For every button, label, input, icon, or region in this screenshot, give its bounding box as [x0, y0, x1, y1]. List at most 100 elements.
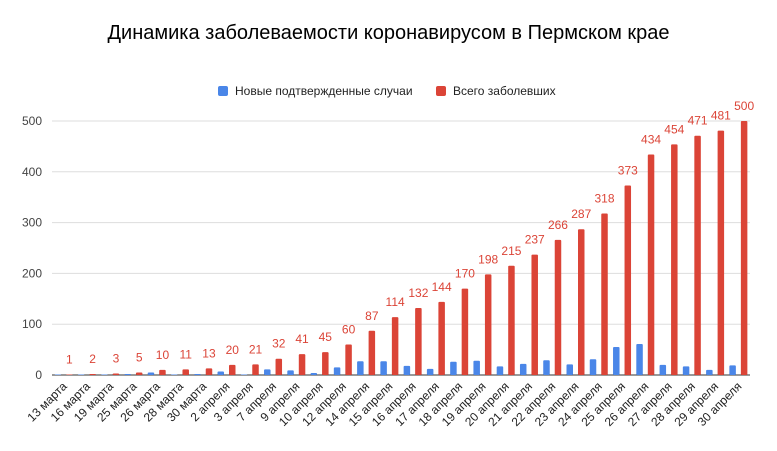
- data-label-total-cases: 198: [478, 252, 498, 266]
- bar-new-cases: [380, 361, 387, 375]
- data-label-total-cases: 215: [501, 244, 521, 258]
- bar-total-cases: [322, 352, 329, 375]
- bar-total-cases: [508, 265, 515, 375]
- data-label-total-cases: 1: [66, 352, 73, 366]
- bar-new-cases: [170, 374, 178, 375]
- y-tick-label: 200: [22, 266, 42, 280]
- bar-total-cases: [554, 239, 562, 375]
- data-label-total-cases: 318: [595, 191, 615, 205]
- bar-total-cases: [647, 154, 655, 375]
- bar-new-cases: [543, 360, 550, 375]
- bar-new-cases: [54, 374, 62, 375]
- bar-new-cases: [706, 369, 713, 375]
- bar-new-cases: [473, 360, 480, 375]
- legend-label-new-cases: Новые подтвержденные случаи: [235, 84, 413, 98]
- bar-total-cases: [205, 368, 213, 375]
- bar-new-cases: [194, 373, 201, 375]
- bar-new-cases: [287, 370, 294, 375]
- bar-total-cases: [298, 354, 306, 375]
- bar-total-cases: [182, 369, 189, 375]
- y-tick-label: 100: [22, 317, 42, 331]
- bar-new-cases: [682, 366, 690, 375]
- bar-new-cases: [101, 374, 108, 375]
- bar-total-cases: [438, 301, 445, 375]
- bar-new-cases: [357, 361, 364, 375]
- bar-total-cases: [531, 254, 538, 375]
- bar-new-cases: [264, 369, 271, 375]
- bar-total-cases: [484, 274, 492, 375]
- bar-new-cases: [659, 364, 667, 375]
- bar-total-cases: [578, 229, 585, 375]
- legend-item-new-cases: Новые подтвержденные случаи: [218, 84, 413, 98]
- data-label-total-cases: 471: [688, 114, 708, 128]
- bar-new-cases: [636, 344, 643, 375]
- data-label-total-cases: 2: [89, 352, 96, 366]
- data-label-total-cases: 13: [202, 346, 216, 360]
- data-label-total-cases: 32: [272, 337, 286, 351]
- data-label-total-cases: 132: [408, 286, 428, 300]
- bar-new-cases: [729, 365, 736, 375]
- data-label-total-cases: 114: [386, 295, 405, 309]
- bar-total-cases: [694, 135, 701, 375]
- bar-new-cases: [147, 372, 155, 375]
- bar-new-cases: [426, 368, 434, 375]
- bar-total-cases: [368, 330, 376, 375]
- data-label-total-cases: 10: [156, 348, 170, 362]
- data-label-total-cases: 3: [113, 351, 120, 365]
- legend: Новые подтвержденные случаи Всего заболе…: [0, 84, 777, 102]
- data-label-total-cases: 434: [641, 133, 661, 147]
- y-tick-label: 400: [22, 165, 42, 179]
- data-label-total-cases: 60: [342, 323, 356, 337]
- data-label-total-cases: 20: [226, 343, 240, 357]
- data-label-total-cases: 170: [455, 267, 475, 281]
- bar-total-cases: [252, 364, 259, 375]
- legend-item-total-cases: Всего заболевших: [436, 84, 556, 98]
- y-tick-label: 300: [22, 216, 42, 230]
- bar-new-cases: [589, 359, 597, 375]
- bar-total-cases: [66, 374, 73, 375]
- bar-total-cases: [229, 364, 236, 375]
- bar-total-cases: [461, 288, 469, 375]
- data-label-total-cases: 21: [249, 342, 263, 356]
- data-label-total-cases: 481: [711, 109, 731, 123]
- data-label-total-cases: 500: [734, 99, 754, 113]
- bar-new-cases: [310, 372, 318, 375]
- legend-label-total-cases: Всего заболевших: [453, 84, 556, 98]
- data-label-total-cases: 266: [548, 218, 568, 232]
- bar-new-cases: [217, 371, 224, 375]
- bar-new-cases: [403, 365, 411, 375]
- y-tick-label: 500: [22, 114, 42, 128]
- bar-new-cases: [613, 347, 620, 375]
- bar-new-cases: [496, 366, 504, 375]
- bar-total-cases: [601, 213, 608, 375]
- bar-total-cases: [740, 121, 748, 375]
- data-label-total-cases: 41: [295, 332, 309, 346]
- bar-new-cases: [333, 367, 341, 375]
- data-label-total-cases: 87: [365, 309, 379, 323]
- bar-total-cases: [391, 317, 399, 375]
- bar-total-cases: [89, 373, 96, 375]
- bar-total-cases: [345, 344, 352, 375]
- data-label-total-cases: 373: [618, 164, 638, 178]
- legend-swatch-new-cases: [218, 86, 228, 96]
- bar-total-cases: [135, 372, 143, 375]
- bar-total-cases: [415, 307, 422, 375]
- data-label-total-cases: 144: [432, 280, 452, 294]
- bar-total-cases: [275, 358, 283, 375]
- bar-new-cases: [124, 373, 131, 375]
- data-label-total-cases: 454: [664, 122, 684, 136]
- bar-new-cases: [566, 364, 573, 375]
- bar-new-cases: [519, 363, 527, 375]
- bar-new-cases: [450, 361, 457, 375]
- data-label-total-cases: 287: [571, 207, 591, 221]
- bar-new-cases: [77, 374, 85, 375]
- chart-title: Динамика заболеваемости коронавирусом в …: [107, 22, 670, 44]
- bar-new-cases: [240, 374, 248, 375]
- data-label-total-cases: 237: [525, 233, 545, 247]
- y-tick-label: 0: [35, 368, 42, 382]
- bar-total-cases: [159, 369, 166, 375]
- bar-total-cases: [671, 144, 678, 375]
- data-label-total-cases: 45: [319, 330, 333, 344]
